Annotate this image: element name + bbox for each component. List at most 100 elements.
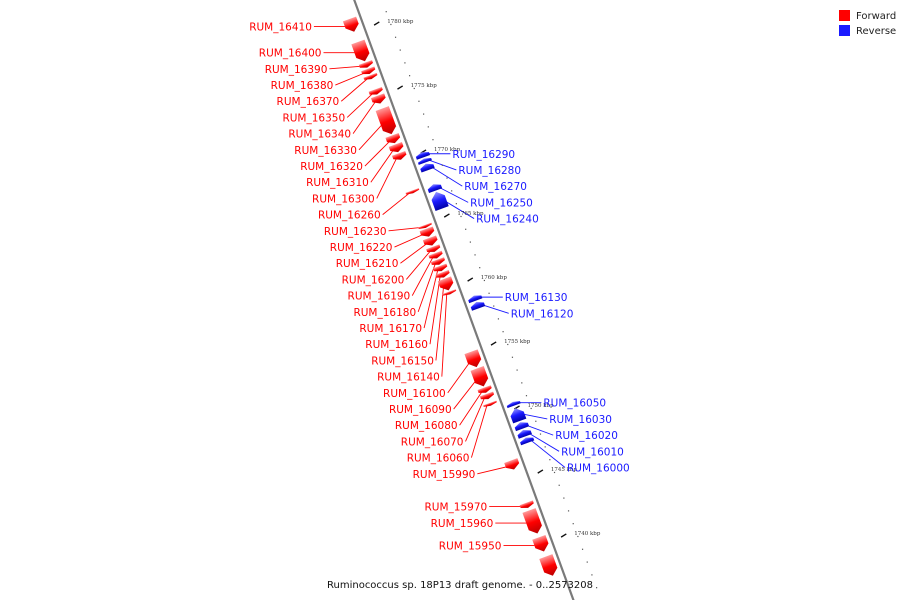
gene-rum-16130: [468, 295, 483, 304]
coordinate-dot: [539, 433, 542, 435]
reverse-gene-arrow: [520, 437, 535, 446]
gene-rum-16280: [417, 157, 432, 165]
gene-rum-16050: [506, 401, 521, 409]
coordinate-dot: [595, 587, 598, 589]
label-leader-line: [417, 263, 436, 312]
forward-gene-arrow: [363, 72, 378, 80]
coordinate-dot: [399, 49, 401, 51]
label-leader-line: [526, 431, 560, 452]
gene-label: RUM_16140: [377, 372, 440, 384]
forward-gene-arrow: [405, 188, 420, 195]
gene-label: RUM_16020: [555, 430, 618, 442]
coordinate-dot: [474, 254, 476, 256]
coordinate-dot: [465, 228, 467, 230]
gene-rum-16170: [433, 263, 448, 272]
coordinate-dot: [535, 420, 537, 422]
label-leader-line: [470, 404, 488, 458]
kbp-tick: [373, 21, 380, 26]
label-leader-line: [423, 269, 439, 329]
forward-gene-arrow: [392, 150, 407, 160]
gene-label: RUM_16030: [549, 414, 612, 426]
gene-label: RUM_16310: [306, 177, 369, 189]
gene-rum-16260: [405, 188, 420, 195]
label-leader-line: [453, 378, 478, 410]
reverse-gene-arrow: [415, 152, 431, 160]
gene-label: RUM_16130: [505, 292, 568, 304]
forward-gene-arrow: [370, 93, 386, 104]
label-leader-line: [447, 360, 472, 394]
kbp-tick-label: 1745 kbp: [551, 467, 578, 473]
forward-gene-arrow: [477, 385, 492, 393]
label-leader-line: [364, 140, 391, 167]
coordinate-dot: [385, 11, 387, 13]
coordinate-dot: [404, 62, 406, 64]
reverse-gene-arrow: [506, 401, 521, 409]
gene-label: RUM_16010: [561, 446, 624, 458]
kbp-tick: [537, 469, 544, 474]
gene-label: RUM_16240: [476, 214, 539, 226]
coordinate-dot: [558, 484, 560, 486]
gene-label: RUM_16330: [294, 145, 357, 157]
gene-rum-16150: [437, 276, 454, 291]
coordinate-dots: [385, 11, 598, 589]
coordinate-dot: [586, 561, 588, 563]
gene-label: RUM_16070: [401, 436, 464, 448]
label-leader-line: [370, 149, 395, 183]
reverse-gene-arrow: [468, 295, 483, 304]
coordinate-dot: [460, 215, 462, 218]
label-leader-line: [435, 285, 445, 361]
gene-label: RUM_16260: [318, 210, 381, 222]
forward-gene-arrow: [422, 235, 438, 246]
legend-forward-swatch: [839, 10, 850, 21]
gene-label: RUM_16050: [543, 398, 606, 410]
gene-rum-16410: [342, 16, 359, 32]
gene-label: RUM_15960: [431, 518, 494, 530]
forward-gene-arrow: [435, 270, 450, 278]
gene-rum-15990: [504, 458, 520, 470]
reverse-gene-arrow: [514, 422, 530, 432]
coordinate-dot: [488, 292, 490, 294]
coordinate-dot: [432, 139, 434, 141]
label-leader-line: [477, 465, 510, 475]
coordinate-dot: [441, 164, 443, 166]
label-leader-line: [529, 438, 566, 468]
forward-gene-arrow: [532, 534, 549, 552]
label-leader-line: [429, 165, 463, 187]
kbp-tick: [397, 85, 404, 90]
label-leader-line: [382, 192, 411, 215]
gene-label: RUM_16180: [353, 307, 416, 319]
gene-label: RUM_16290: [452, 149, 515, 161]
gene-label: RUM_15970: [425, 501, 488, 513]
label-leader-line: [405, 250, 432, 280]
coordinate-dot: [544, 446, 546, 448]
reverse-gene-arrow: [470, 301, 486, 311]
gene-label: RUM_16380: [271, 80, 334, 92]
forward-gene-arrow: [442, 289, 457, 296]
gene-label: RUM_16100: [383, 388, 446, 400]
forward-gene-arrow: [388, 142, 404, 153]
gene-label: RUM_16210: [336, 258, 399, 270]
gene-rum-16330: [375, 106, 397, 135]
kbp-ticks: 1780 kbp 1775 kbp 1770 kbp 1765 kbp 1760 kbp…: [373, 19, 601, 538]
gene-label: RUM_16320: [300, 161, 363, 173]
genome-caption: Ruminococcus sp. 18P13 draft genome. - 0…: [327, 580, 593, 591]
coordinate-dot: [469, 241, 471, 243]
kbp-tick-label: 1760 kbp: [481, 275, 508, 281]
gene-rum-16200: [426, 244, 441, 253]
gene-label: RUM_16170: [359, 323, 422, 335]
gene-rum-16010: [517, 429, 532, 439]
gene-rum-16210: [422, 235, 438, 246]
reverse-gene-arrow: [427, 184, 443, 194]
forward-gene-arrow: [437, 276, 454, 291]
legend-reverse-label: Reverse: [856, 26, 896, 37]
label-leader-line: [329, 65, 364, 70]
label-leader-line: [411, 256, 434, 296]
label-leader-line: [459, 390, 483, 426]
coordinate-dot: [525, 395, 528, 397]
gene-label: RUM_16280: [458, 165, 521, 177]
forward-gene-arrow: [426, 244, 441, 253]
gene-rum-16160: [435, 270, 450, 278]
gene-rum-16310: [388, 142, 404, 153]
coordinate-dot: [507, 343, 509, 346]
